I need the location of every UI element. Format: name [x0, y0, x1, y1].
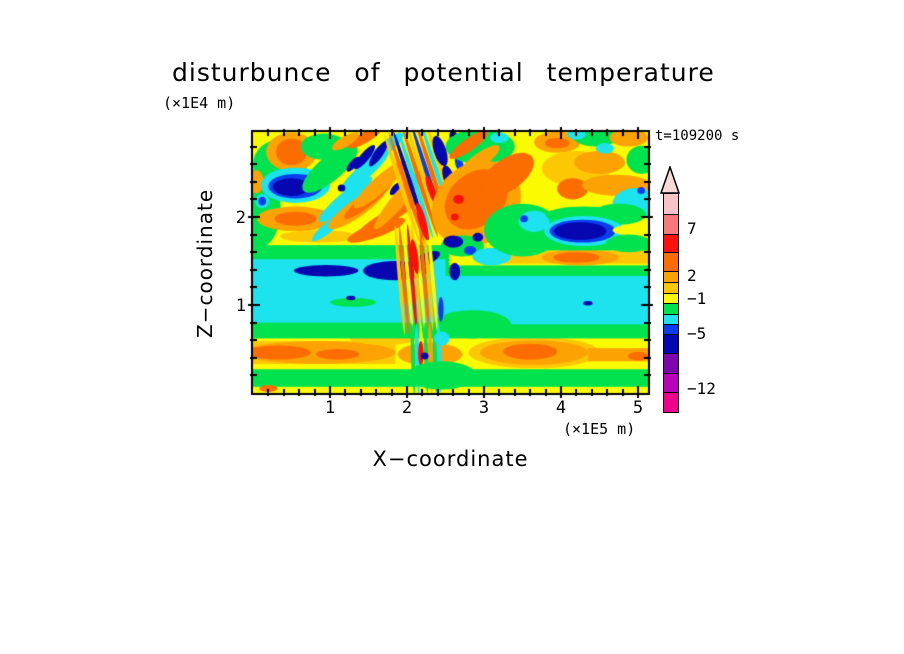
- colorbar: [663, 193, 679, 413]
- colorbar-label: −12: [687, 379, 716, 398]
- time-annotation: t=109200 s: [655, 128, 740, 144]
- colorbar-label: −5: [687, 324, 707, 343]
- y-tick-label: 1: [235, 296, 246, 316]
- colorbar-segment: [664, 315, 678, 325]
- colorbar-segment: [664, 283, 678, 294]
- colorbar-segment: [664, 215, 678, 235]
- y-tick-label: 2: [235, 208, 246, 228]
- colorbar-arrow-icon: [659, 166, 681, 194]
- x-axis-unit-label: (×1E5 m): [563, 420, 636, 438]
- heatmap-canvas: [247, 126, 654, 399]
- x-tick-label: 4: [555, 398, 567, 418]
- x-tick-label: 3: [478, 398, 490, 418]
- colorbar-segment: [664, 335, 678, 354]
- colorbar-segment: [664, 253, 678, 272]
- z-axis-unit-label: (×1E4 m): [163, 94, 236, 112]
- colorbar-segment: [664, 374, 678, 393]
- colorbar-segment: [664, 304, 678, 315]
- colorbar-segment: [664, 194, 678, 215]
- x-tick-label: 2: [401, 398, 413, 418]
- x-tick-label: 5: [632, 398, 644, 418]
- colorbar-segment: [664, 325, 678, 335]
- colorbar-segment: [664, 393, 678, 412]
- z-axis-title: Z−coordinate: [193, 188, 217, 338]
- colorbar-segment: [664, 272, 678, 283]
- colorbar-segment: [664, 235, 678, 253]
- colorbar-segment: [664, 294, 678, 304]
- x-axis-title: X−coordinate: [372, 447, 529, 471]
- colorbar-label: 7: [687, 219, 697, 238]
- colorbar-segment: [664, 354, 678, 374]
- colorbar-label: 2: [687, 266, 697, 285]
- x-tick-label: 1: [324, 398, 336, 418]
- colorbar-label: −1: [687, 289, 707, 308]
- chart-title: disturbunce of potential temperature: [172, 58, 715, 87]
